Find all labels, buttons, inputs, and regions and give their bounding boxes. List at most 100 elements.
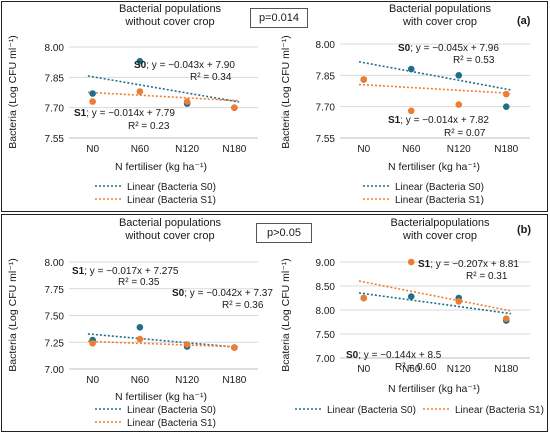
chart4-legend-label: Linear (Bacteria S0) [327,405,416,416]
chart3-y-tick-label: 8.00 [45,258,65,269]
chart1-equation: S0; y = −0.043x + 7.90 [134,60,235,71]
chart2-title-line: Bacterial populations [389,3,492,15]
chart3-point-s1 [89,340,96,347]
chart1-point-s1 [89,98,96,105]
chart2-x-tick-label: N60 [402,144,421,155]
chart2-x-tick-label: N0 [357,144,370,155]
chart1-title-line: Bacterial populations [119,3,222,15]
chart3-point-s1 [183,341,191,348]
chart2-point-s1 [407,107,415,115]
chart4-y-tick-label: 7.50 [316,330,336,341]
chart2-point-s0 [407,65,415,73]
chart4-point-s1 [455,298,463,305]
chart2-legend-label: Linear (Bacteria S1) [395,195,484,206]
chart4-x-tick-label: N60 [402,364,421,375]
chart1-x-axis-title: N fertiliser (kg ha⁻¹) [115,161,207,173]
chart1-y-tick-label: 7.55 [45,134,65,145]
chart3-point-s0 [136,323,144,331]
chart3-equation: S0; y = −0.042x + 7.37 [172,288,273,299]
chart1-point-s0 [89,90,96,97]
chart3-y-tick-label: 7.75 [45,285,65,296]
chart2-title-line: with cover crop [402,16,477,28]
chart2-x-tick-label: N120 [447,144,471,155]
chart3-trendline-s0 [87,333,240,349]
chart2-r-squared: R² = 0.07 [444,128,486,139]
chart2-point-s0 [502,103,510,110]
chart3-x-tick-label: N60 [131,375,150,386]
chart2-x-tick-label: N180 [494,144,518,155]
chart1-y-tick-label: 7.70 [45,104,65,115]
chart4-legend-label: Linear (Bacteria S1) [455,405,544,416]
chart2-x-axis-title: N fertiliser (kg ha⁻¹) [388,161,480,173]
chart4-point-s1 [360,294,368,302]
chart4-equation: S0; y = −0.144x + 8.5 [346,350,442,361]
chart1-title-line: without cover crop [124,16,214,28]
chart1-r-squared: R² = 0.23 [128,121,170,132]
chart2-y-axis-title: Bacteria (Log CFU ml⁻¹) [280,35,292,148]
chart1-x-tick-label: N60 [131,144,150,155]
chart2-point-s1 [502,90,510,98]
chart2-y-tick-label: 7.55 [316,134,336,145]
chart3-y-tick-label: 7.50 [45,312,65,323]
chart2-r-squared: R² = 0.53 [453,55,495,66]
chart3-point-s1 [231,344,238,351]
chart3-legend-label: Linear (Bacteria S1) [127,418,216,429]
chart3-y-tick-label: 7.25 [45,338,65,349]
chart1-point-s1 [231,104,238,111]
panel-b-frame [1,214,548,432]
chart2-y-tick-label: 7.85 [316,71,336,82]
chart3-x-axis-title: N fertiliser (kg ha⁻¹) [115,391,207,403]
chart4-r-squared: R² = 0.31 [466,271,508,282]
panel-label-a: (a) [517,15,531,27]
chart2-point-s0 [455,72,463,79]
chart3-r-squared: R² = 0.35 [118,277,160,288]
chart2-equation: S1; y = −0.014x + 7.82 [388,115,489,126]
p-value-a: p=0.014 [250,8,308,28]
chart4-title-line: with cover crop [402,230,477,242]
chart4-trendline-s1 [358,280,512,312]
chart1-trendline-s1 [87,91,240,102]
chart2-equation: S0; y = −0.045x + 7.96 [398,43,499,54]
chart2-legend-label: Linear (Bacteria S0) [395,182,484,193]
chart3-equation: S1; y = −0.017x + 7.275 [72,266,179,277]
chart1-y-tick-label: 7.85 [45,73,65,84]
chart4-x-tick-label: N180 [494,364,518,375]
chart1-trendline-s0 [87,75,240,103]
chart3-x-tick-label: N0 [86,375,99,386]
chart3-r-squared: R² = 0.36 [222,300,264,311]
chart2-y-tick-label: 8.00 [316,40,336,51]
chart4-y-tick-label: 9.00 [316,258,336,269]
chart4-x-tick-label: N0 [357,364,370,375]
chart3-title-line: Bacterial populations [119,217,222,229]
chart3-title-line: without cover crop [124,230,214,242]
chart1-y-axis-title: Bacteria (Log CFU ml⁻¹) [7,35,19,148]
chart1-point-s1 [136,88,144,95]
chart3-legend-label: Linear (Bacteria S0) [127,405,216,416]
chart1-r-squared: R² = 0.34 [190,72,232,83]
chart4-y-tick-label: 8.50 [316,282,336,293]
chart1-point-s1 [183,98,191,105]
chart3-trendline-s1 [87,340,240,348]
chart3-x-tick-label: N180 [222,375,246,386]
chart2-y-tick-label: 7.70 [316,103,336,114]
chart4-point-s0 [407,293,415,300]
chart1-point-s0 [136,57,144,65]
chart2-point-s1 [360,76,368,83]
chart4-point-s1 [407,258,415,266]
chart4-title-line: Bacterialpopulations [390,217,490,229]
chart3-y-tick-label: 7.00 [45,365,65,376]
panel-a-frame [1,1,548,212]
chart4-trendline-s0 [358,292,512,315]
chart4-y-tick-label: 8.00 [316,306,336,317]
chart3-y-axis-title: Bacteria (Log CFU ml⁻¹) [7,258,19,371]
chart4-point-s1 [502,315,510,322]
chart4-x-tick-label: N120 [447,364,471,375]
panel-label-b: (b) [517,224,532,236]
chart4-r-squared: R² = 0.60 [395,362,437,373]
chart1-y-tick-label: 8.00 [45,43,65,54]
chart4-equation: S1; y = −0.207x + 8.81 [418,259,519,270]
chart4-x-axis-title: N fertiliser (kg ha⁻¹) [388,383,480,395]
chart3-point-s1 [136,335,144,343]
chart1-x-tick-label: N120 [175,144,199,155]
